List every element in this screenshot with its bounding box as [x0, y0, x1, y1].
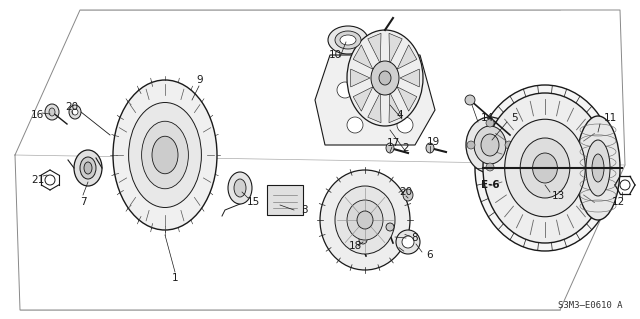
Ellipse shape — [113, 80, 217, 230]
Ellipse shape — [586, 140, 610, 196]
Ellipse shape — [357, 211, 373, 229]
Ellipse shape — [228, 172, 252, 204]
Ellipse shape — [486, 119, 494, 127]
Ellipse shape — [328, 26, 368, 54]
Text: 11: 11 — [604, 113, 616, 123]
Ellipse shape — [337, 82, 353, 98]
Polygon shape — [400, 69, 419, 87]
Ellipse shape — [475, 85, 615, 251]
Ellipse shape — [335, 31, 361, 49]
Ellipse shape — [486, 163, 494, 171]
Polygon shape — [351, 69, 370, 87]
Polygon shape — [353, 87, 373, 111]
Text: 3: 3 — [301, 205, 307, 215]
Ellipse shape — [576, 116, 620, 220]
Text: 7: 7 — [80, 197, 86, 207]
Ellipse shape — [45, 175, 55, 185]
Ellipse shape — [474, 126, 506, 164]
Text: 8: 8 — [412, 233, 419, 243]
Ellipse shape — [397, 117, 413, 133]
Ellipse shape — [141, 121, 188, 189]
Ellipse shape — [392, 82, 408, 98]
Ellipse shape — [347, 117, 363, 133]
Ellipse shape — [84, 162, 92, 174]
Text: 21: 21 — [31, 175, 45, 185]
Polygon shape — [389, 33, 402, 64]
Ellipse shape — [386, 143, 394, 153]
Polygon shape — [368, 33, 381, 64]
Ellipse shape — [379, 71, 391, 85]
Ellipse shape — [359, 236, 367, 244]
Ellipse shape — [483, 93, 607, 243]
Ellipse shape — [396, 230, 420, 254]
Ellipse shape — [129, 102, 202, 207]
Text: 15: 15 — [246, 197, 260, 207]
Text: 2: 2 — [403, 143, 410, 153]
Ellipse shape — [465, 95, 475, 105]
Ellipse shape — [45, 104, 59, 120]
Text: S3M3—E0610 A: S3M3—E0610 A — [557, 300, 622, 309]
Text: 6: 6 — [427, 250, 433, 260]
Ellipse shape — [505, 141, 513, 149]
Polygon shape — [315, 55, 435, 145]
Ellipse shape — [49, 108, 55, 116]
Ellipse shape — [466, 117, 514, 173]
Text: 16: 16 — [30, 110, 44, 120]
Ellipse shape — [520, 138, 570, 198]
Ellipse shape — [371, 61, 399, 95]
Bar — [267, 185, 303, 215]
Ellipse shape — [72, 109, 78, 115]
Polygon shape — [353, 45, 373, 69]
Text: 9: 9 — [196, 75, 204, 85]
Ellipse shape — [320, 170, 410, 270]
Text: 4: 4 — [397, 110, 403, 120]
Ellipse shape — [335, 186, 395, 254]
Text: 13: 13 — [552, 191, 564, 201]
Polygon shape — [389, 92, 402, 123]
Text: 12: 12 — [611, 197, 625, 207]
Text: E-6: E-6 — [481, 180, 499, 190]
Ellipse shape — [532, 153, 557, 183]
Ellipse shape — [481, 134, 499, 156]
Ellipse shape — [620, 180, 630, 190]
Polygon shape — [397, 87, 417, 111]
Text: 14: 14 — [481, 113, 493, 123]
Text: 19: 19 — [426, 137, 440, 147]
Ellipse shape — [69, 105, 81, 119]
Ellipse shape — [80, 157, 96, 179]
Text: 20: 20 — [65, 102, 79, 112]
Text: 5: 5 — [512, 113, 518, 123]
Text: 20: 20 — [399, 187, 413, 197]
Text: 1: 1 — [172, 273, 179, 283]
Text: 10: 10 — [328, 50, 342, 60]
Ellipse shape — [74, 150, 102, 186]
Ellipse shape — [340, 35, 356, 45]
Ellipse shape — [386, 223, 394, 231]
Ellipse shape — [402, 236, 414, 248]
Ellipse shape — [403, 189, 413, 201]
Ellipse shape — [467, 141, 475, 149]
Ellipse shape — [347, 200, 383, 240]
Ellipse shape — [505, 119, 586, 217]
Text: 18: 18 — [348, 241, 362, 251]
Ellipse shape — [592, 154, 604, 182]
Ellipse shape — [152, 136, 178, 174]
Polygon shape — [397, 45, 417, 69]
Ellipse shape — [347, 30, 423, 126]
Text: 17: 17 — [387, 138, 399, 148]
Ellipse shape — [426, 143, 434, 153]
Ellipse shape — [234, 179, 246, 197]
Polygon shape — [368, 92, 381, 123]
